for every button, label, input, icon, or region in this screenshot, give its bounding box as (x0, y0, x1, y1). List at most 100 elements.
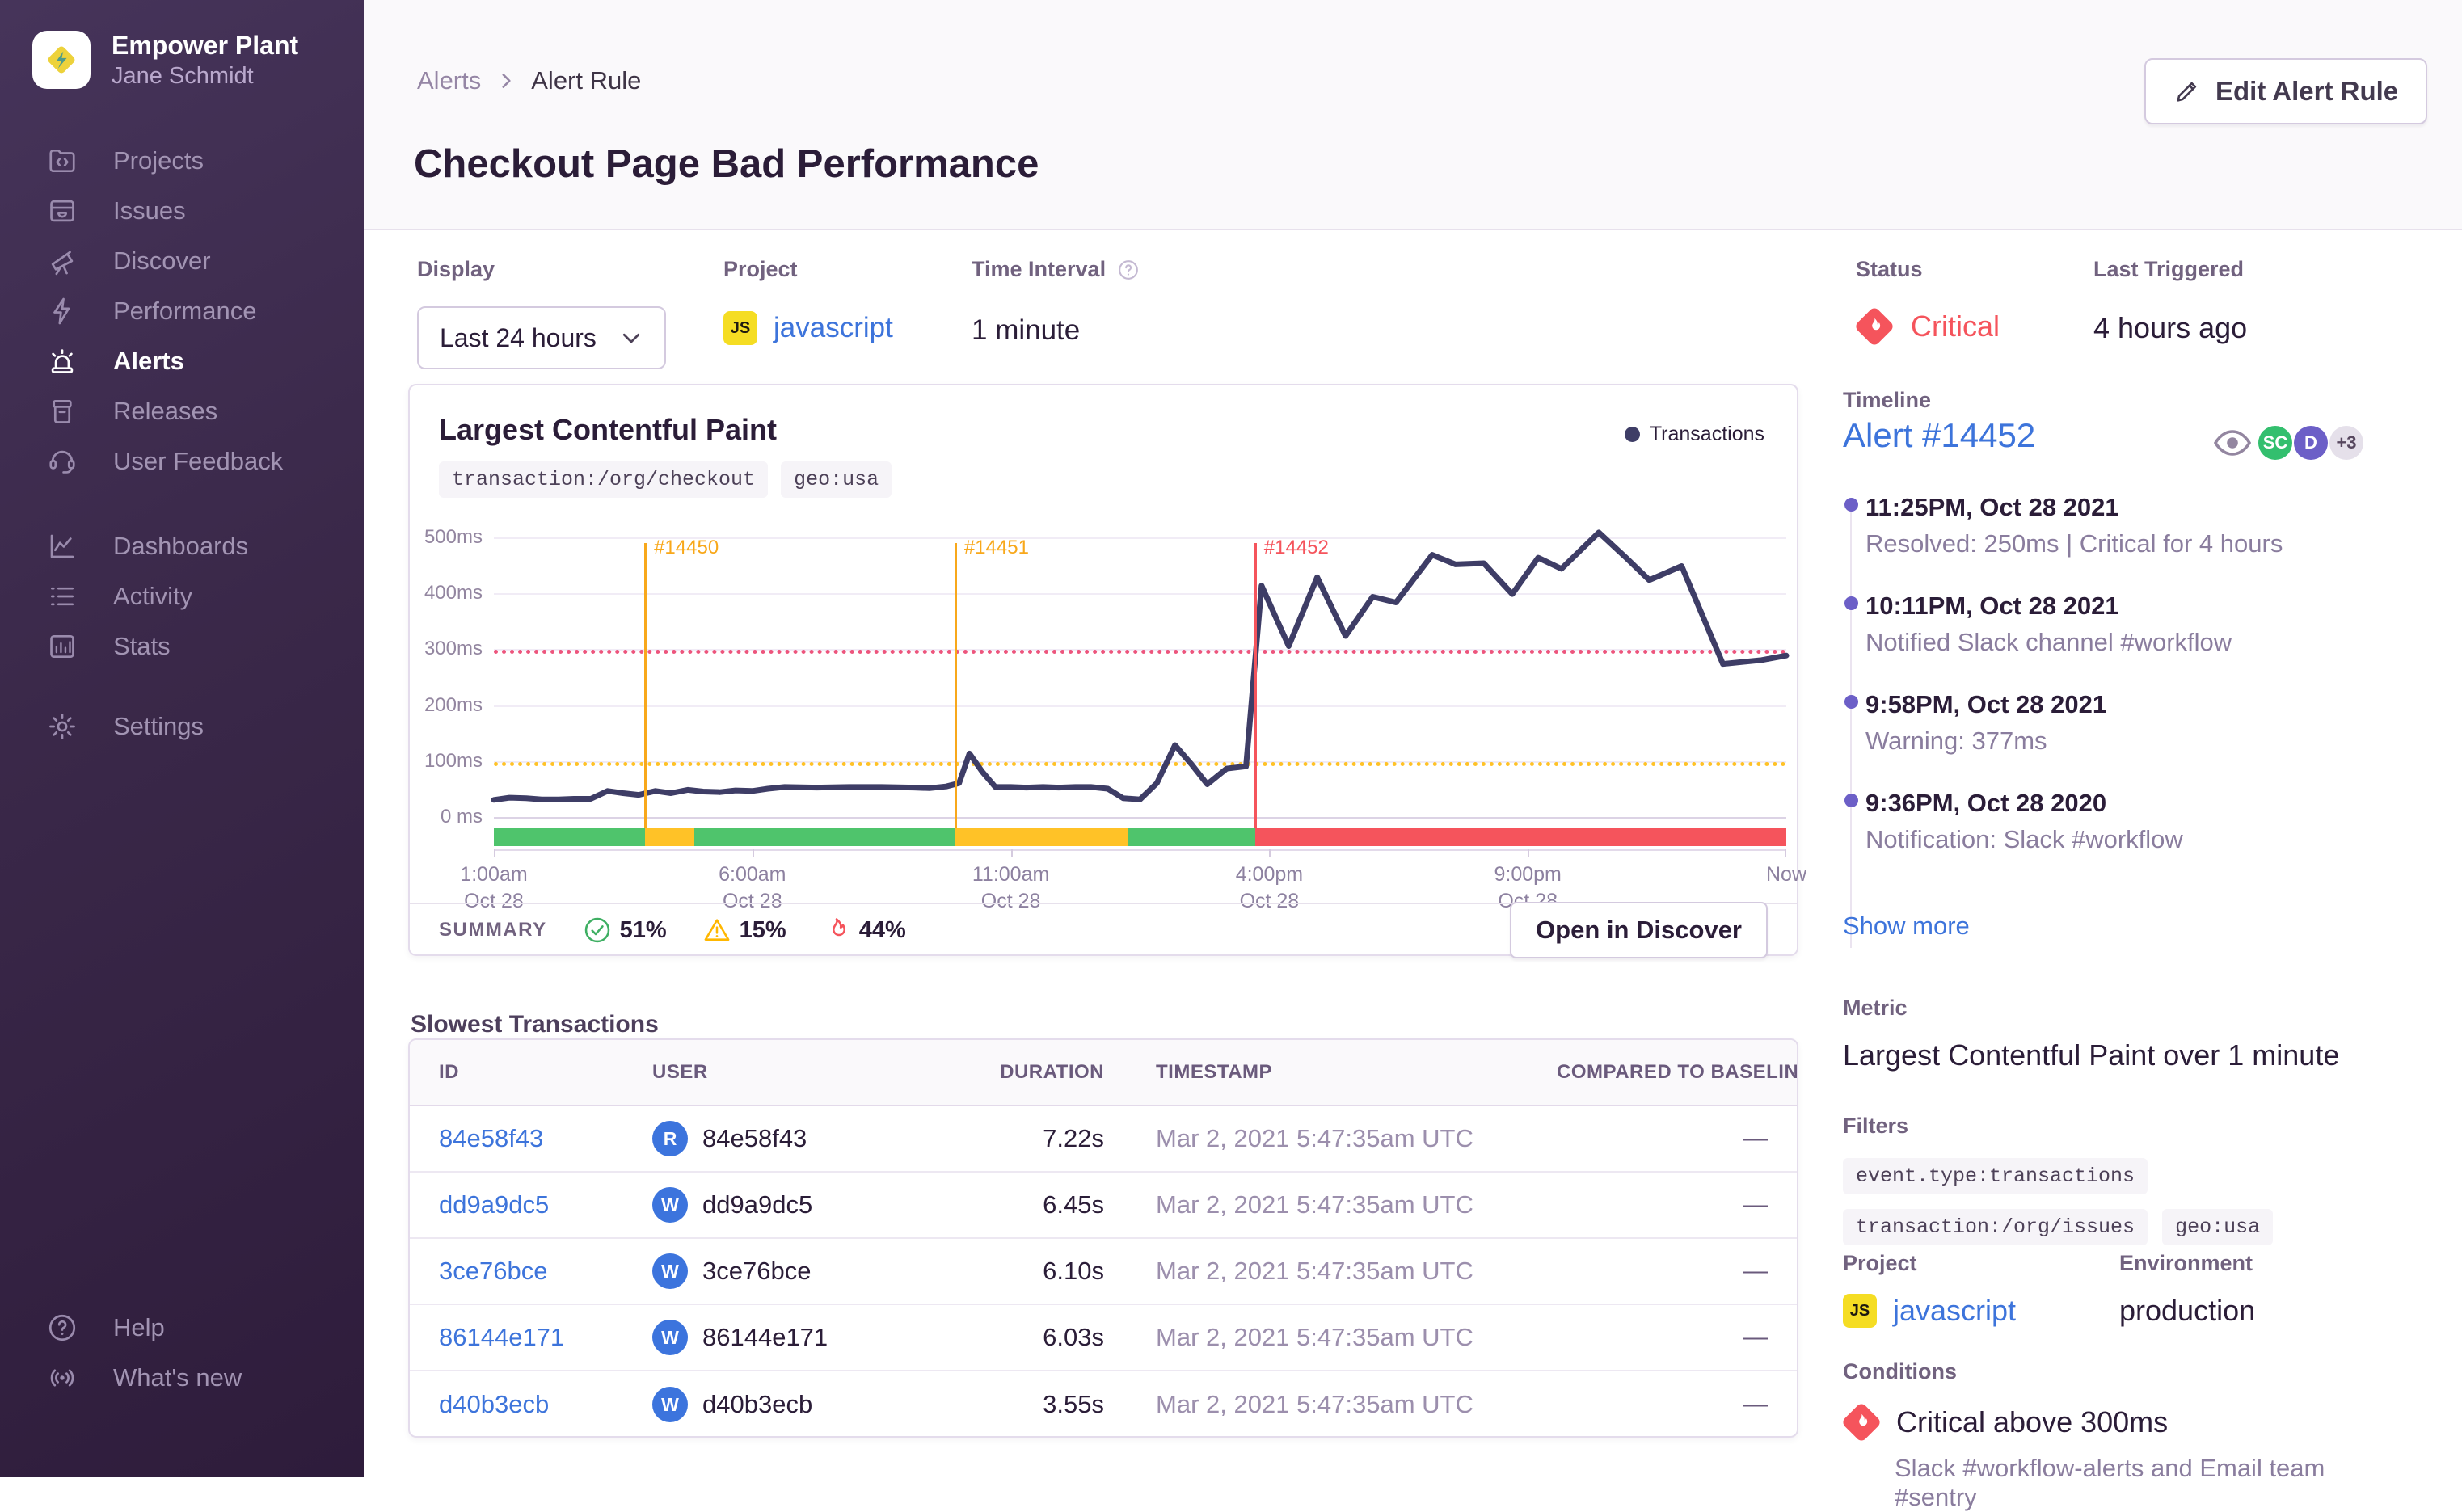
sidebar-item-projects[interactable]: Projects (0, 136, 364, 186)
user-name-text: 86144e171 (702, 1323, 828, 1351)
transaction-duration: 3.55s (1043, 1390, 1104, 1418)
flame-icon (1851, 1412, 1872, 1433)
timeline-entry-time: 9:58PM, Oct 28 2021 (1865, 690, 2107, 718)
user-avatar: W (652, 1387, 688, 1422)
chart-footer: SUMMARY 51% 15% 44% Open in Discover (410, 902, 1797, 958)
activity-icon (47, 581, 78, 612)
sidebar-item-label: Alerts (113, 347, 184, 375)
sidebar-item-label: Issues (113, 196, 186, 225)
sidebar-item-dashboards[interactable]: Dashboards (0, 521, 364, 571)
performance-icon (47, 296, 78, 326)
transaction-baseline: — (1743, 1324, 1768, 1350)
threshold-line-critical (494, 650, 1786, 655)
breadcrumb-alerts-link[interactable]: Alerts (417, 66, 482, 95)
incident-marker-label: #14452 (1263, 537, 1329, 558)
status-strip-segment (955, 828, 1128, 846)
sidebar-item-activity[interactable]: Activity (0, 571, 364, 621)
transaction-user: W 86144e171 (652, 1320, 866, 1355)
avatar-sc: SC (2258, 426, 2292, 460)
sidebar-item-label: Projects (113, 146, 204, 175)
y-axis-tick-label: 200ms (424, 693, 483, 716)
help-circle-icon[interactable] (1117, 259, 1140, 281)
incident-marker-14451: #14451 (954, 537, 1029, 828)
sidebar-item-releases[interactable]: Releases (0, 386, 364, 436)
sidebar-item-label: Settings (113, 712, 204, 740)
timeline-entry-time: 10:11PM, Oct 28 2021 (1865, 592, 2119, 620)
project-javascript-link[interactable]: javascript (774, 312, 893, 343)
avatar-d: D (2294, 426, 2328, 460)
status-strip-segment (1254, 828, 1786, 846)
x-axis-tick (494, 849, 495, 857)
incident-marker-14450: #14450 (644, 537, 719, 828)
table-row[interactable]: 84e58f43 R 84e58f43 7.22s Mar 2, 2021 5:47:3… (410, 1106, 1797, 1173)
show-more-link[interactable]: Show more (1843, 912, 1970, 940)
sidebar-item-label: Stats (113, 632, 171, 660)
transaction-duration: 6.03s (1043, 1323, 1104, 1351)
timeline-dot-icon (1844, 794, 1858, 807)
transactions-series-line (491, 529, 1790, 803)
summary-label: SUMMARY (439, 919, 547, 941)
page-header: Alerts Alert Rule Checkout Page Bad Perf… (364, 0, 2462, 230)
sidebar-item-label: Releases (113, 397, 218, 425)
timeline-entry-desc: Notification: Slack #workflow (1865, 825, 2183, 853)
open-in-discover-button[interactable]: Open in Discover (1510, 902, 1768, 958)
column-header-id: ID (439, 1061, 459, 1083)
alert-number-link[interactable]: Alert #14452 (1843, 416, 2036, 454)
x-tick-time: 1:00am (460, 863, 528, 886)
x-axis-tick (752, 849, 754, 857)
display-range-dropdown[interactable]: Last 24 hours (417, 306, 666, 369)
threshold-line-warning (494, 761, 1786, 766)
transaction-id-link[interactable]: d40b3ecb (439, 1390, 550, 1418)
org-logo (32, 31, 91, 90)
sidebar-item-user-feedback[interactable]: User Feedback (0, 436, 364, 486)
user-name-text: d40b3ecb (702, 1390, 813, 1418)
x-tick-time: Now (1765, 863, 1806, 886)
project-detail-link[interactable]: javascript (1893, 1294, 2017, 1327)
sidebar-item-discover[interactable]: Discover (0, 236, 364, 286)
table-row[interactable]: 3ce76bce W 3ce76bce 6.10s Mar 2, 2021 5:47:3… (410, 1239, 1797, 1305)
critical-diamond-icon (1853, 305, 1895, 347)
sidebar-group: Dashboards Activity Stats (0, 521, 364, 672)
transaction-id-link[interactable]: 86144e171 (439, 1323, 565, 1351)
condition-actions: Slack #workflow-alerts and Email team #s… (1895, 1454, 2325, 1511)
transaction-id-link[interactable]: dd9a9dc5 (439, 1190, 550, 1219)
chevron-down-icon (619, 326, 643, 350)
x-axis-tick (1269, 849, 1271, 857)
timeline-dot-icon (1844, 596, 1858, 610)
edit-alert-rule-button[interactable]: Edit Alert Rule (2144, 58, 2428, 124)
table-header-row: ID USER DURATION TIMESTAMP COMPARED TO BASEL… (410, 1040, 1797, 1106)
alerts-icon (47, 346, 78, 377)
empower-plant-logo-icon (48, 46, 75, 74)
critical-diamond-icon (1840, 1401, 1882, 1443)
transaction-id-link[interactable]: 84e58f43 (439, 1124, 544, 1152)
table-row[interactable]: 86144e171 W 86144e171 6.03s Mar 2, 2021 5:47… (410, 1305, 1797, 1371)
sidebar-item-help[interactable]: Help (0, 1303, 364, 1353)
x-tick-time: 6:00am (719, 863, 786, 886)
transaction-baseline: — (1743, 1257, 1768, 1284)
display-control: Display Last 24 hours (417, 257, 666, 369)
conditions-label: Conditions (1843, 1359, 1957, 1384)
org-switcher[interactable]: Empower Plant Jane Schmidt (32, 29, 298, 91)
status-strip-segment (494, 828, 647, 846)
sidebar-item-settings[interactable]: Settings (0, 701, 364, 752)
sidebar-item-label: Performance (113, 297, 257, 325)
transaction-id-link[interactable]: 3ce76bce (439, 1257, 548, 1285)
sidebar-item-issues[interactable]: Issues (0, 186, 364, 236)
column-header-timestamp: TIMESTAMP (1156, 1061, 1273, 1083)
edit-alert-rule-label: Edit Alert Rule (2215, 76, 2399, 106)
summary-stat: 51% (583, 916, 667, 945)
sidebar-item-what-s-new[interactable]: What's new (0, 1353, 364, 1403)
incident-marker-label: #14450 (654, 537, 719, 558)
projects-icon (47, 145, 78, 176)
lcp-line-chart: 0 ms 100ms 200ms 300ms 400ms 500ms #14450 #1445… (424, 526, 1806, 912)
x-axis-tick-label: 6:00am Oct 28 (664, 861, 841, 914)
sidebar-item-performance[interactable]: Performance (0, 286, 364, 336)
project-label: Project (723, 257, 798, 281)
chart-gridline (494, 817, 1786, 819)
sidebar-item-stats[interactable]: Stats (0, 621, 364, 672)
sidebar-item-alerts[interactable]: Alerts (0, 336, 364, 386)
open-in-discover-label: Open in Discover (1536, 916, 1742, 944)
